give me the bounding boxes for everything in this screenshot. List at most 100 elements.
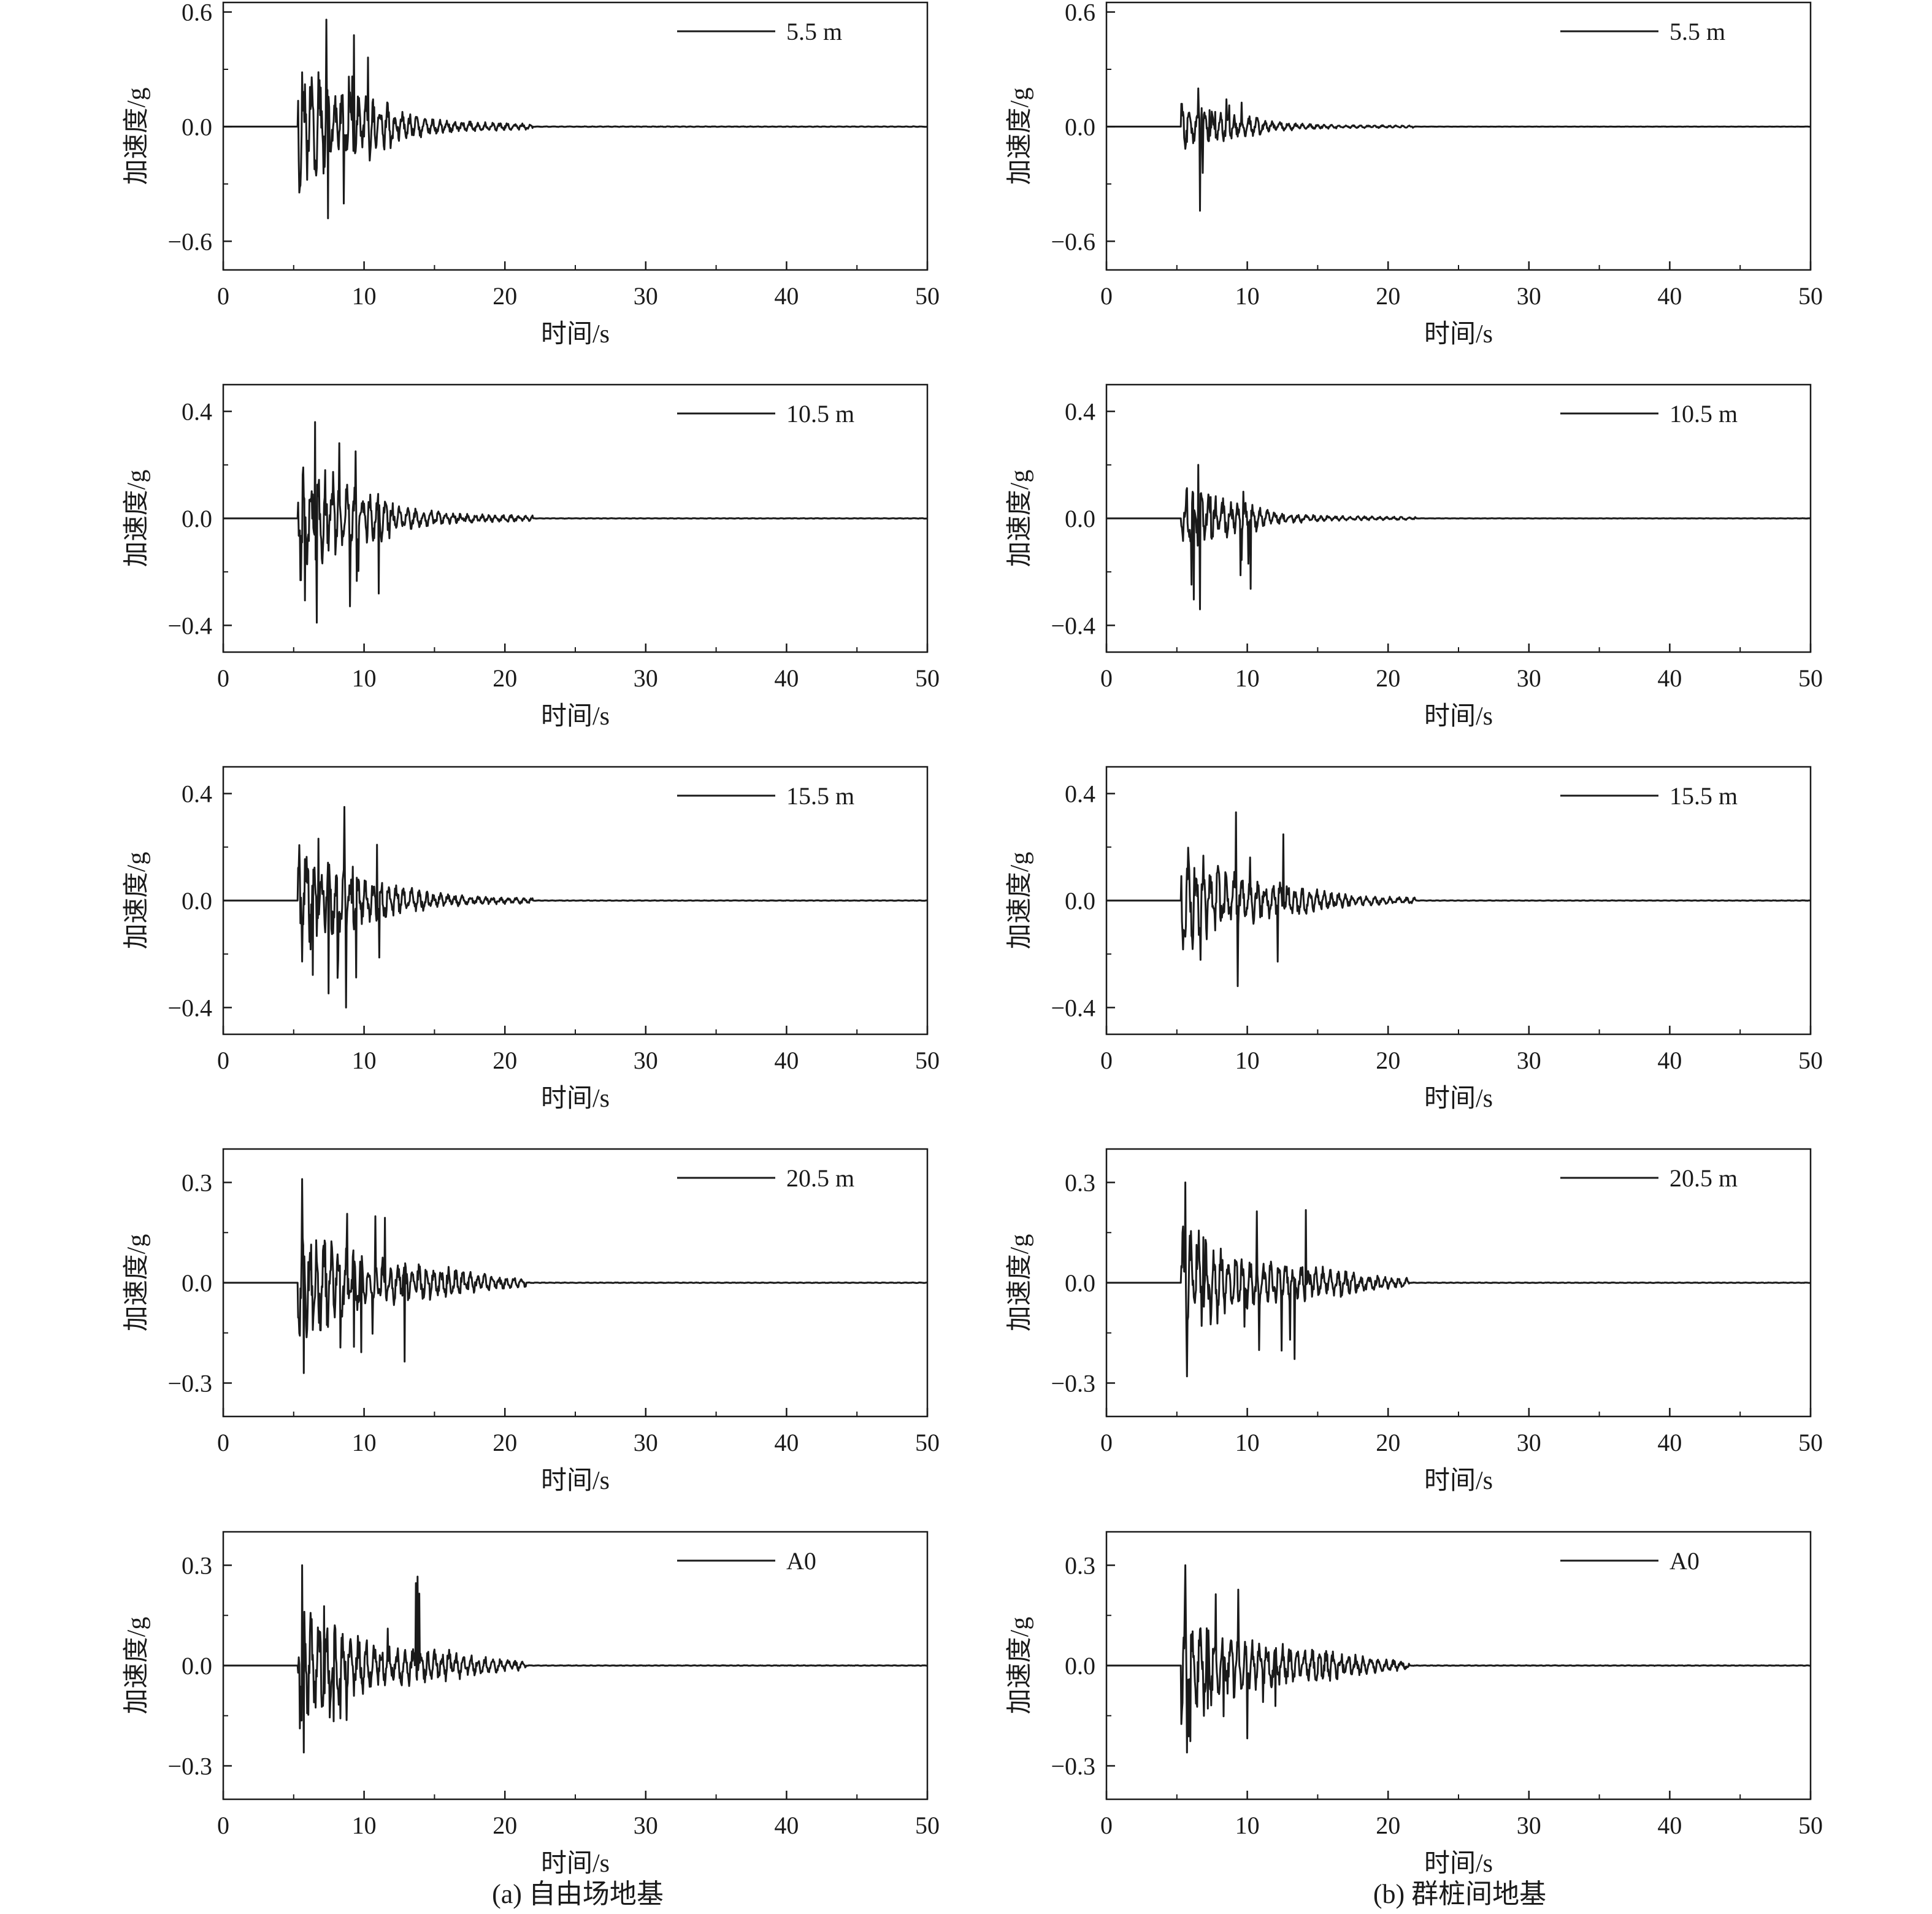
- x-tick-label: 40: [1657, 664, 1682, 692]
- x-tick-label: 40: [774, 1812, 799, 1839]
- legend-label: 20.5 m: [786, 1164, 854, 1192]
- y-axis-label: 加速度/g: [1006, 1234, 1034, 1332]
- x-tick-label: 20: [1376, 1047, 1400, 1074]
- x-tick-label: 50: [915, 1429, 940, 1456]
- legend-label: A0: [786, 1547, 816, 1575]
- chart-panel-b-2: 0 10 20 30 40 50 −0.4 0.0 0.4 时间/s 加速度/g 10.5 m: [1006, 383, 1823, 731]
- series-line: [223, 1178, 928, 1374]
- y-axis-label: 加速度/g: [123, 852, 151, 950]
- x-tick-label: 0: [217, 1047, 229, 1074]
- x-axis-label: 时间/s: [1424, 702, 1493, 731]
- x-axis-label: 时间/s: [541, 1085, 610, 1113]
- legend-label: 20.5 m: [1669, 1164, 1738, 1192]
- legend-label: 15.5 m: [786, 782, 854, 810]
- x-tick-label: 20: [1376, 664, 1400, 692]
- legend-label: 15.5 m: [1669, 782, 1738, 810]
- x-tick-label: 20: [1376, 282, 1400, 310]
- x-tick-label: 40: [1657, 1047, 1682, 1074]
- caption-right: (b) 群桩间地基: [1373, 1879, 1546, 1909]
- x-tick-label: 30: [634, 1429, 658, 1456]
- y-tick-label: −0.3: [1051, 1370, 1095, 1397]
- y-tick-label: 0.0: [182, 887, 212, 915]
- series-line: [1106, 811, 1811, 987]
- x-axis-label: 时间/s: [1424, 1850, 1493, 1878]
- series-line: [1106, 1182, 1811, 1378]
- x-tick-label: 10: [352, 1047, 377, 1074]
- y-tick-label: 0.0: [182, 1652, 212, 1680]
- y-axis-label: 加速度/g: [123, 1234, 151, 1332]
- y-tick-label: 0.4: [1065, 780, 1095, 808]
- series-line: [1106, 87, 1811, 212]
- series-line: [223, 18, 928, 220]
- x-tick-label: 20: [493, 1047, 517, 1074]
- x-tick-label: 20: [493, 1429, 517, 1456]
- x-tick-label: 0: [1100, 1047, 1113, 1074]
- x-tick-label: 40: [1657, 1812, 1682, 1839]
- x-tick-label: 30: [634, 1812, 658, 1839]
- y-tick-label: −0.3: [167, 1370, 212, 1397]
- x-tick-label: 10: [352, 282, 377, 310]
- y-tick-label: 0.0: [1065, 1269, 1095, 1297]
- x-tick-label: 40: [1657, 1429, 1682, 1456]
- x-tick-label: 10: [1235, 664, 1260, 692]
- x-tick-label: 50: [1798, 1047, 1823, 1074]
- x-tick-label: 0: [1100, 282, 1113, 310]
- y-axis-label: 加速度/g: [123, 470, 151, 567]
- series-line: [1106, 1564, 1811, 1754]
- y-axis-label: 加速度/g: [1006, 1617, 1034, 1715]
- x-tick-label: 30: [1517, 1047, 1541, 1074]
- x-tick-label: 10: [1235, 282, 1260, 310]
- x-tick-label: 40: [774, 1047, 799, 1074]
- y-tick-label: 0.0: [1065, 505, 1095, 532]
- x-tick-label: 40: [1657, 282, 1682, 310]
- x-tick-label: 40: [774, 664, 799, 692]
- y-tick-label: −0.4: [167, 612, 212, 639]
- x-tick-label: 30: [634, 282, 658, 310]
- x-tick-label: 0: [1100, 1429, 1113, 1456]
- legend-label: A0: [1669, 1547, 1700, 1575]
- x-tick-label: 0: [217, 1429, 229, 1456]
- x-axis-label: 时间/s: [541, 1467, 610, 1495]
- panels: 0 10 20 30 40 50 −0.6 0.0 0.6 时间/s 加速度/g 5.5 m 0 10 20…: [123, 0, 1823, 1878]
- y-tick-label: 0.0: [1065, 113, 1095, 140]
- x-tick-label: 50: [1798, 1812, 1823, 1839]
- x-tick-label: 10: [352, 1429, 377, 1456]
- chart-panel-a-3: 0 10 20 30 40 50 −0.4 0.0 0.4 时间/s 加速度/g 15.5 m: [123, 766, 940, 1113]
- y-tick-label: 0.0: [182, 1269, 212, 1297]
- x-tick-label: 50: [1798, 282, 1823, 310]
- chart-panel-a-1: 0 10 20 30 40 50 −0.6 0.0 0.6 时间/s 加速度/g 5.5 m: [123, 0, 940, 348]
- x-tick-label: 50: [915, 282, 940, 310]
- y-tick-label: 0.6: [1065, 0, 1095, 26]
- y-tick-label: 0.3: [1065, 1169, 1095, 1197]
- y-tick-label: 0.4: [182, 398, 212, 426]
- x-tick-label: 40: [774, 1429, 799, 1456]
- y-tick-label: 0.4: [182, 780, 212, 808]
- x-tick-label: 50: [1798, 664, 1823, 692]
- x-tick-label: 50: [915, 664, 940, 692]
- x-tick-label: 0: [217, 664, 229, 692]
- chart-panel-b-1: 0 10 20 30 40 50 −0.6 0.0 0.6 时间/s 加速度/g 5.5 m: [1006, 0, 1823, 348]
- chart-panel-a-4: 0 10 20 30 40 50 −0.3 0.0 0.3 时间/s 加速度/g 20.5 m: [123, 1148, 940, 1495]
- y-axis-label: 加速度/g: [1006, 88, 1034, 185]
- x-tick-label: 0: [217, 1812, 229, 1839]
- caption-left: (a) 自由场地基: [492, 1879, 664, 1909]
- x-tick-label: 0: [1100, 664, 1113, 692]
- y-tick-label: −0.6: [167, 228, 212, 255]
- y-tick-label: 0.0: [1065, 1652, 1095, 1680]
- series-line: [223, 421, 928, 624]
- x-tick-label: 10: [352, 664, 377, 692]
- series-line: [223, 805, 928, 1009]
- x-tick-label: 20: [493, 664, 517, 692]
- x-tick-label: 0: [1100, 1812, 1113, 1839]
- x-axis-label: 时间/s: [541, 702, 610, 731]
- x-tick-label: 30: [1517, 282, 1541, 310]
- x-tick-label: 10: [1235, 1047, 1260, 1074]
- x-tick-label: 20: [493, 282, 517, 310]
- y-tick-label: 0.3: [182, 1552, 212, 1580]
- x-axis-label: 时间/s: [541, 1850, 610, 1878]
- x-tick-label: 20: [1376, 1429, 1400, 1456]
- y-tick-label: −0.6: [1051, 228, 1095, 255]
- x-axis-label: 时间/s: [1424, 1467, 1493, 1495]
- chart-panel-a-2: 0 10 20 30 40 50 −0.4 0.0 0.4 时间/s 加速度/g 10.5 m: [123, 383, 940, 731]
